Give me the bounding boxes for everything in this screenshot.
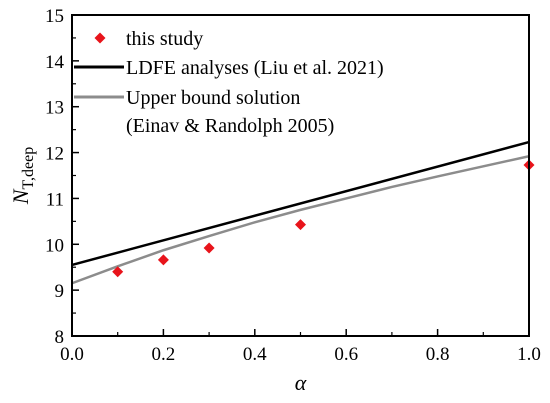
x-tick-label: 0.2	[152, 344, 176, 365]
x-tick-label: 0.0	[60, 344, 84, 365]
legend: this study LDFE analyses (Liu et al. 202…	[74, 28, 384, 137]
y-tick-label: 11	[46, 189, 64, 210]
x-tick-label: 0.8	[426, 344, 450, 365]
y-axis-ticks: 8 9 10 11 12 13 14 15	[45, 6, 79, 348]
legend-label-this-study: this study	[126, 28, 203, 50]
data-point	[295, 219, 306, 231]
x-tick-label: 1.0	[517, 344, 541, 365]
legend-label-ldfe: LDFE analyses (Liu et al. 2021)	[126, 57, 384, 79]
data-point	[157, 254, 169, 266]
x-tick-label: 0.6	[334, 344, 358, 365]
y-tick-label: 12	[45, 144, 64, 165]
y-tick-label: 15	[45, 6, 64, 27]
y-tick-label: 8	[55, 327, 65, 348]
data-point	[112, 266, 124, 278]
y-tick-label: 14	[45, 52, 65, 73]
y-tick-label: 13	[45, 98, 64, 119]
y-axis-title-main: N	[8, 188, 33, 205]
data-point	[203, 242, 215, 254]
y-tick-label: 9	[55, 281, 65, 302]
x-axis-title: α	[295, 370, 307, 395]
plot-lines	[71, 140, 530, 285]
y-axis-title-sub: T,deep	[20, 147, 37, 190]
y-tick-label: 10	[45, 235, 64, 256]
series-line-2	[71, 155, 530, 285]
series-line-1	[71, 140, 530, 267]
legend-label-upper-bound-line2: (Einav & Randolph 2005)	[126, 115, 334, 137]
x-axis-ticks: 0.0 0.2 0.4 0.6 0.8 1.0	[60, 329, 541, 365]
legend-marker-this-study	[94, 32, 106, 44]
x-tick-label: 0.4	[243, 344, 267, 365]
plot-points	[112, 159, 535, 278]
legend-label-upper-bound: Upper bound solution	[126, 87, 300, 109]
y-axis-title: NT,deep	[8, 147, 37, 205]
